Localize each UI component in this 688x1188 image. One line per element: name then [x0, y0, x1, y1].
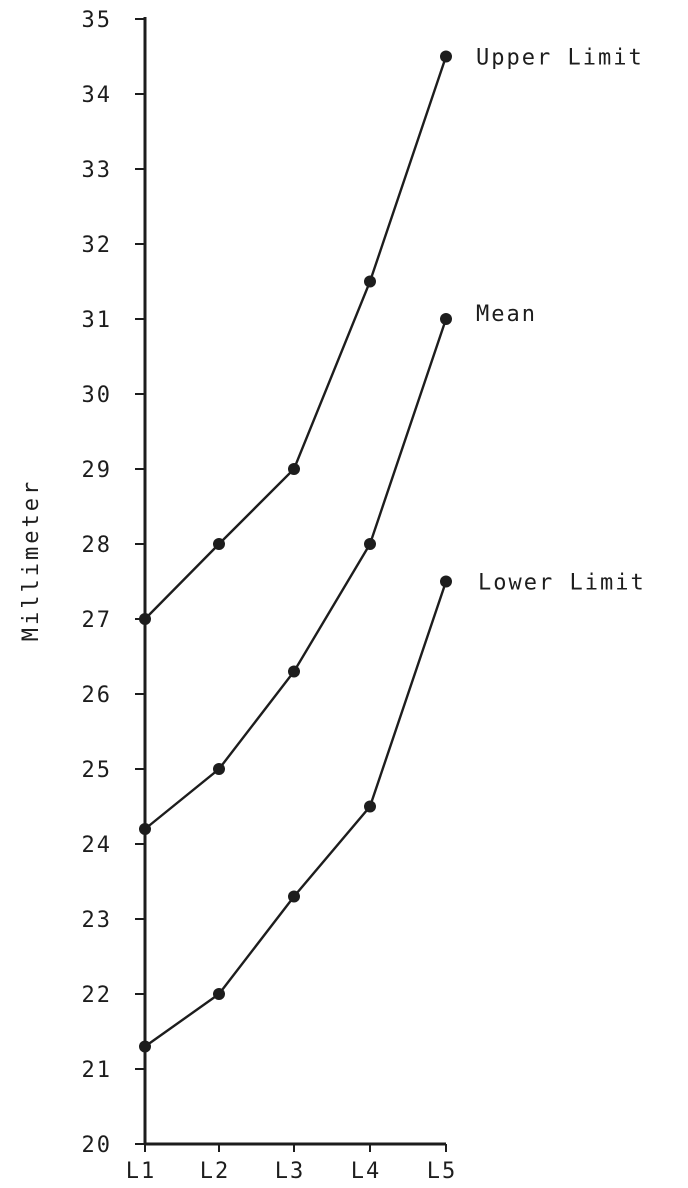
- y-tick-label: 34: [82, 83, 113, 108]
- data-point: [288, 890, 300, 903]
- x-tick-label: L3: [275, 1159, 306, 1184]
- series-label: Lower Limit: [478, 571, 646, 596]
- series-line: [144, 56, 448, 620]
- x-tick-label: L5: [427, 1159, 458, 1184]
- y-tick-label: 33: [82, 158, 113, 183]
- y-tick-label: 21: [82, 1058, 113, 1083]
- y-tick-label: 30: [82, 383, 113, 408]
- data-point: [440, 313, 452, 325]
- data-point: [213, 763, 225, 775]
- series-mean: Mean: [139, 302, 537, 835]
- x-tick-label: L1: [126, 1159, 157, 1184]
- data-point: [139, 823, 151, 835]
- series-label: Mean: [476, 302, 537, 327]
- series-line: [144, 581, 448, 1048]
- series-upper-limit: Upper Limit: [139, 46, 644, 625]
- y-tick-label: 26: [82, 683, 113, 708]
- y-tick-label: 29: [82, 458, 113, 483]
- x-tick-label: L4: [351, 1159, 382, 1184]
- y-tick-label: 35: [82, 8, 113, 33]
- axes: [143, 17, 446, 1146]
- y-axis-label: Millimeter: [19, 479, 44, 641]
- x-tick-label: L2: [200, 1159, 231, 1184]
- data-point: [440, 50, 452, 63]
- series: Upper Limit Mean Lower Limit: [139, 46, 646, 1053]
- data-point: [440, 575, 452, 588]
- data-point: [364, 275, 376, 288]
- y-tick-label: 23: [82, 908, 113, 933]
- data-point: [213, 988, 225, 1000]
- y-tick-label: 25: [82, 758, 113, 783]
- series-label: Upper Limit: [476, 46, 644, 71]
- data-point: [213, 538, 225, 550]
- y-tick-label: 24: [82, 833, 113, 858]
- series-lower-limit: Lower Limit: [139, 571, 646, 1053]
- y-tick-label: 32: [82, 233, 113, 258]
- x-ticks: L1 L2 L3 L4 L5: [126, 1144, 458, 1184]
- y-ticks: 20 21 22 23 24 25 26 27 28 29 30 31 32 33 34 35: [82, 8, 145, 1158]
- y-tick-label: 27: [82, 608, 113, 633]
- data-point: [139, 613, 151, 625]
- data-point: [288, 463, 300, 475]
- y-tick-label: 31: [82, 308, 113, 333]
- data-point: [139, 1040, 151, 1053]
- y-tick-label: 28: [82, 533, 113, 558]
- y-tick-label: 22: [82, 983, 113, 1008]
- data-point: [288, 665, 300, 678]
- y-tick-label: 20: [82, 1133, 113, 1158]
- data-point: [364, 538, 376, 550]
- data-point: [364, 800, 376, 813]
